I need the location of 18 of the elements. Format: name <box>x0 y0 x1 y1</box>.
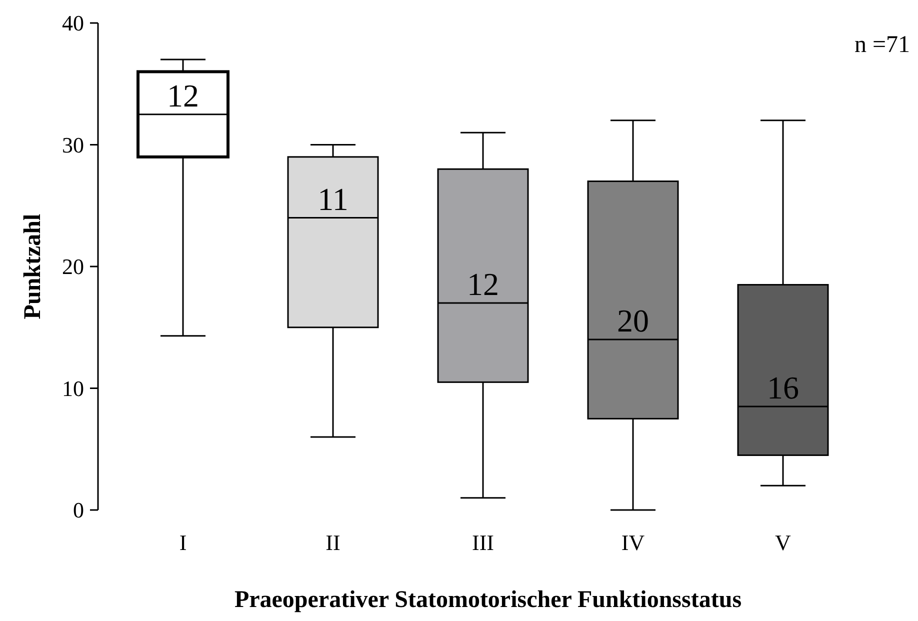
y-tick-label: 10 <box>62 376 84 401</box>
y-tick-label: 20 <box>62 254 84 280</box>
x-tick-label: IV <box>621 530 645 555</box>
x-tick-label: I <box>179 530 187 555</box>
x-tick-label: V <box>775 530 792 555</box>
annotation: 20 <box>617 302 649 339</box>
x-axis-title: Praeoperativer Statomotorischer Funktionsstatus <box>234 587 742 613</box>
annotation: n =71 <box>854 32 910 58</box>
annotation: 12 <box>467 266 499 302</box>
y-axis-title: Punktzahl <box>20 213 46 320</box>
x-tick-label: II <box>326 530 340 555</box>
annotation: 11 <box>318 180 348 217</box>
y-tick-label: 30 <box>62 132 84 158</box>
annotation: 16 <box>767 370 799 406</box>
x-tick-label: III <box>472 530 494 555</box>
y-tick-label: 40 <box>62 10 84 36</box>
y-tick-label: 0 <box>73 498 84 523</box>
annotation: 12 <box>167 77 199 114</box>
